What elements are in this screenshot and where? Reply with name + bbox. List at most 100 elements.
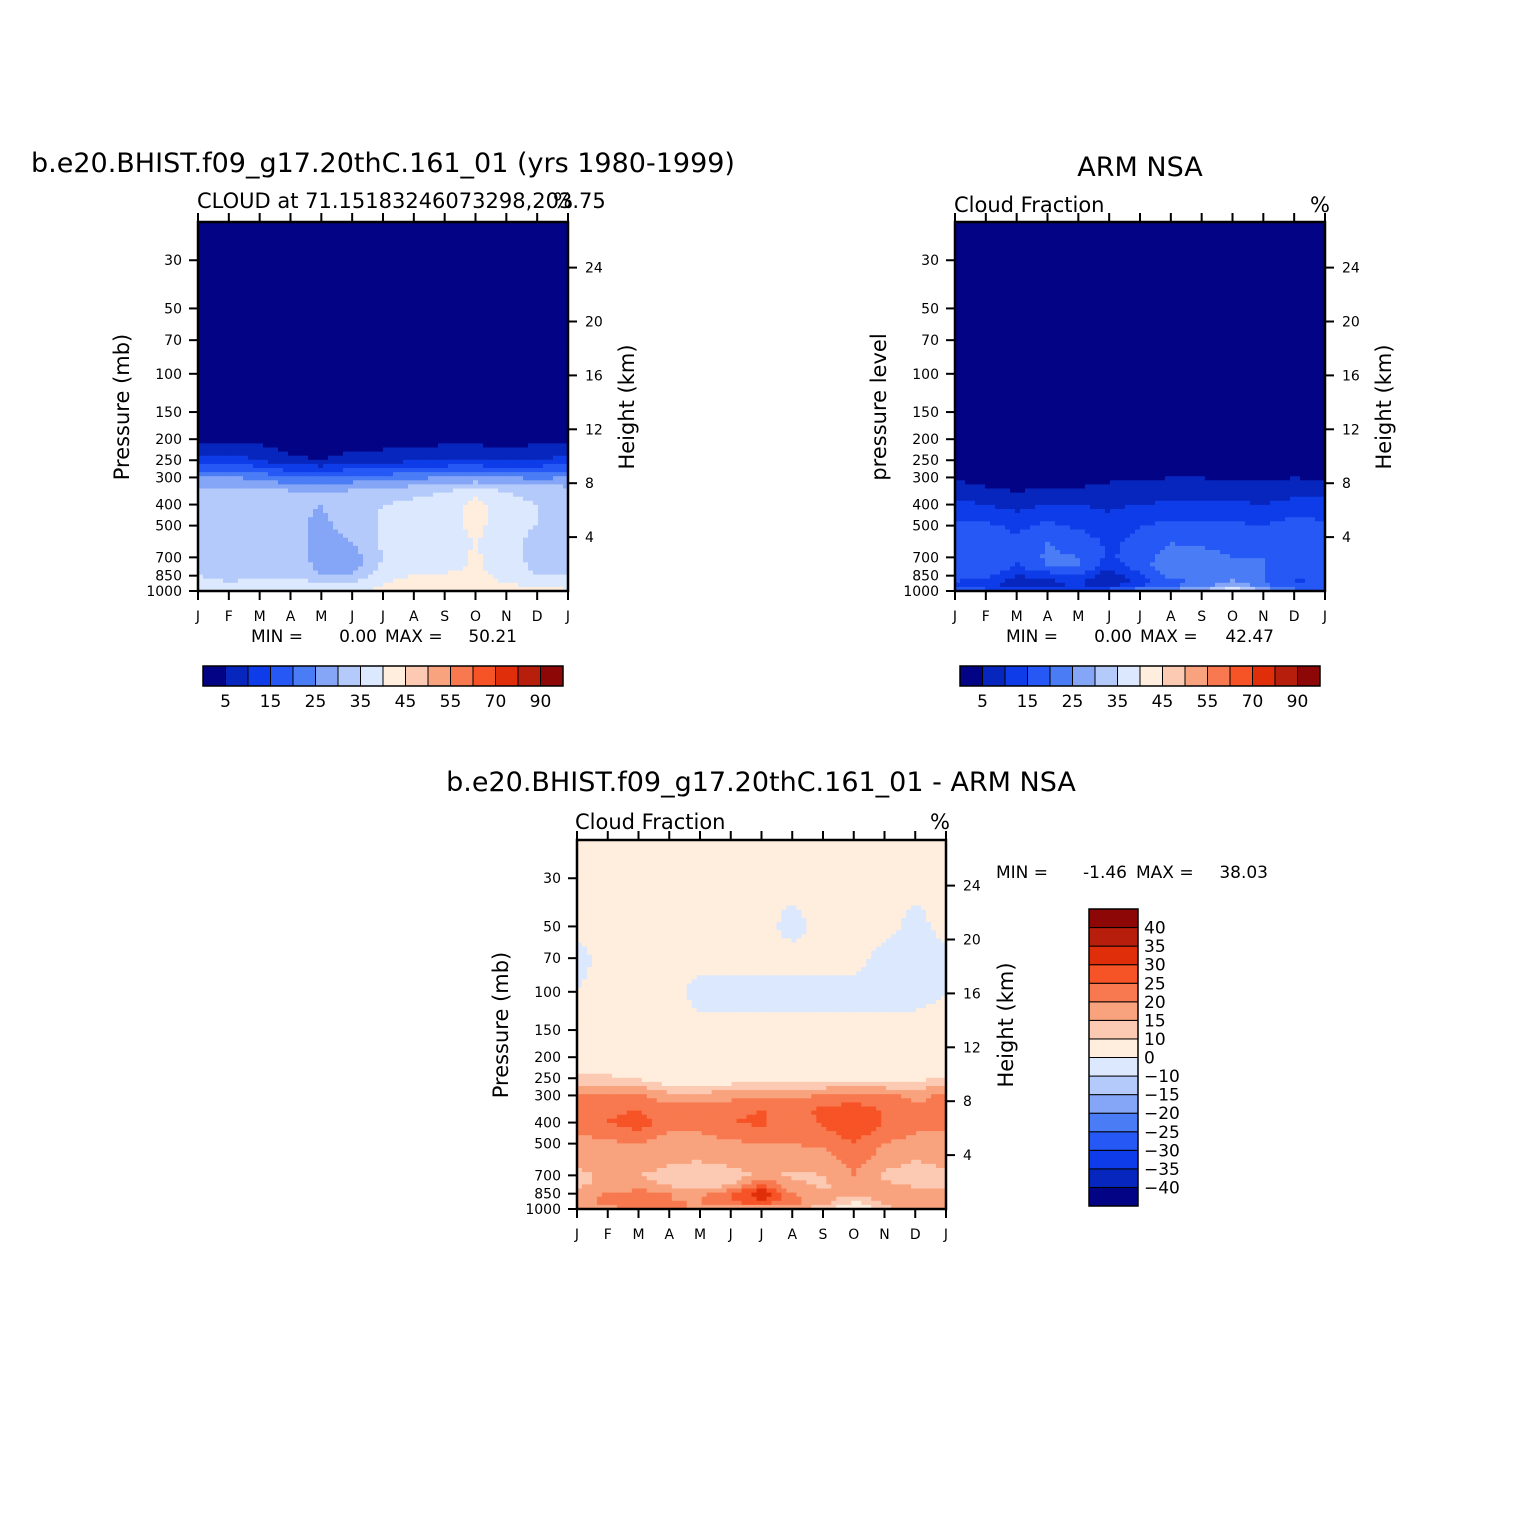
contour-cell — [428, 258, 434, 264]
contour-cell — [203, 304, 209, 309]
contour-cell — [518, 299, 524, 305]
contour-cell — [418, 431, 424, 436]
contour-cell — [243, 472, 249, 477]
contour-cell — [388, 287, 394, 293]
contour-cell — [408, 468, 414, 473]
contour-cell — [328, 492, 334, 498]
contour-cell — [363, 254, 369, 260]
contour-cell — [453, 332, 459, 338]
contour-cell — [258, 258, 264, 264]
contour-cell — [533, 299, 539, 305]
contour-cell — [273, 394, 279, 399]
contour-cell — [333, 345, 339, 350]
contour-cell — [233, 283, 239, 289]
contour-cell — [203, 226, 209, 231]
contour-cell — [223, 238, 229, 244]
contour-cell — [393, 414, 399, 420]
contour-cell — [518, 459, 524, 465]
contour-cell — [458, 398, 464, 403]
contour-cell — [558, 455, 564, 461]
contour-cell — [203, 242, 209, 248]
contour-cell — [388, 353, 394, 358]
contour-cell — [253, 472, 259, 477]
contour-cell — [543, 340, 549, 346]
contour-cell — [518, 254, 524, 260]
contour-cell — [483, 328, 489, 334]
contour-cell — [328, 373, 334, 379]
contour-cell — [258, 435, 264, 440]
contour-cell — [288, 381, 294, 387]
contour-cell — [203, 455, 209, 461]
contour-cell — [208, 361, 214, 367]
contour-cell — [523, 345, 529, 350]
contour-cell — [548, 254, 554, 260]
contour-cell — [383, 414, 389, 420]
contour-cell — [213, 459, 219, 465]
contour-cell — [203, 238, 209, 244]
contour-cell — [313, 267, 319, 272]
contour-cell — [503, 226, 509, 231]
contour-cell — [338, 365, 344, 371]
contour-cell — [493, 275, 499, 280]
contour-cell — [313, 283, 319, 289]
contour-cell — [313, 381, 319, 387]
contour-cell — [208, 377, 214, 383]
contour-cell — [443, 263, 449, 268]
contour-cell — [508, 238, 514, 244]
contour-cell — [303, 492, 309, 498]
contour-cell — [283, 394, 289, 399]
contour-cell — [493, 394, 499, 399]
contour-cell — [213, 361, 219, 367]
contour-cell — [273, 295, 279, 301]
contour-cell — [403, 254, 409, 260]
contour-cell — [308, 304, 314, 309]
contour-cell — [508, 369, 514, 375]
contour-cell — [558, 332, 564, 338]
contour-cell — [538, 349, 544, 354]
contour-cell — [413, 295, 419, 301]
contour-cell — [398, 373, 404, 379]
contour-cell — [543, 267, 549, 272]
contour-cell — [413, 234, 419, 239]
contour-cell — [223, 398, 229, 403]
contour-cell — [443, 238, 449, 244]
contour-cell — [223, 271, 229, 276]
contour-cell — [313, 222, 319, 227]
contour-cell — [378, 357, 384, 362]
contour-cell — [298, 455, 304, 461]
contour-cell — [363, 263, 369, 268]
contour-cell — [483, 386, 489, 391]
contour-cell — [348, 357, 354, 362]
contour-cell — [423, 480, 429, 485]
contour-cell — [288, 283, 294, 289]
contour-cell — [413, 459, 419, 465]
contour-cell — [478, 414, 484, 420]
contour-cell — [283, 398, 289, 403]
contour-cell — [388, 308, 394, 313]
contour-cell — [518, 242, 524, 248]
contour-cell — [203, 271, 209, 276]
contour-cell — [448, 349, 454, 354]
contour-cell — [453, 418, 459, 424]
contour-cell — [258, 279, 264, 285]
contour-cell — [473, 357, 479, 362]
contour-cell — [338, 451, 344, 457]
contour-cell — [438, 381, 444, 387]
contour-cell — [468, 365, 474, 371]
contour-cell — [378, 283, 384, 289]
contour-cell — [533, 472, 539, 477]
contour-cell — [448, 386, 454, 391]
contour-cell — [553, 427, 559, 432]
contour-cell — [523, 443, 529, 449]
contour-cell — [258, 381, 264, 387]
contour-cell — [258, 304, 264, 309]
contour-cell — [528, 480, 534, 485]
contour-cell — [283, 377, 289, 383]
contour-cell — [523, 463, 529, 469]
contour-cell — [483, 238, 489, 244]
contour-cell — [538, 332, 544, 338]
contour-cell — [248, 451, 254, 457]
contour-cell — [383, 226, 389, 231]
contour-cell — [213, 410, 219, 416]
contour-cell — [498, 254, 504, 260]
